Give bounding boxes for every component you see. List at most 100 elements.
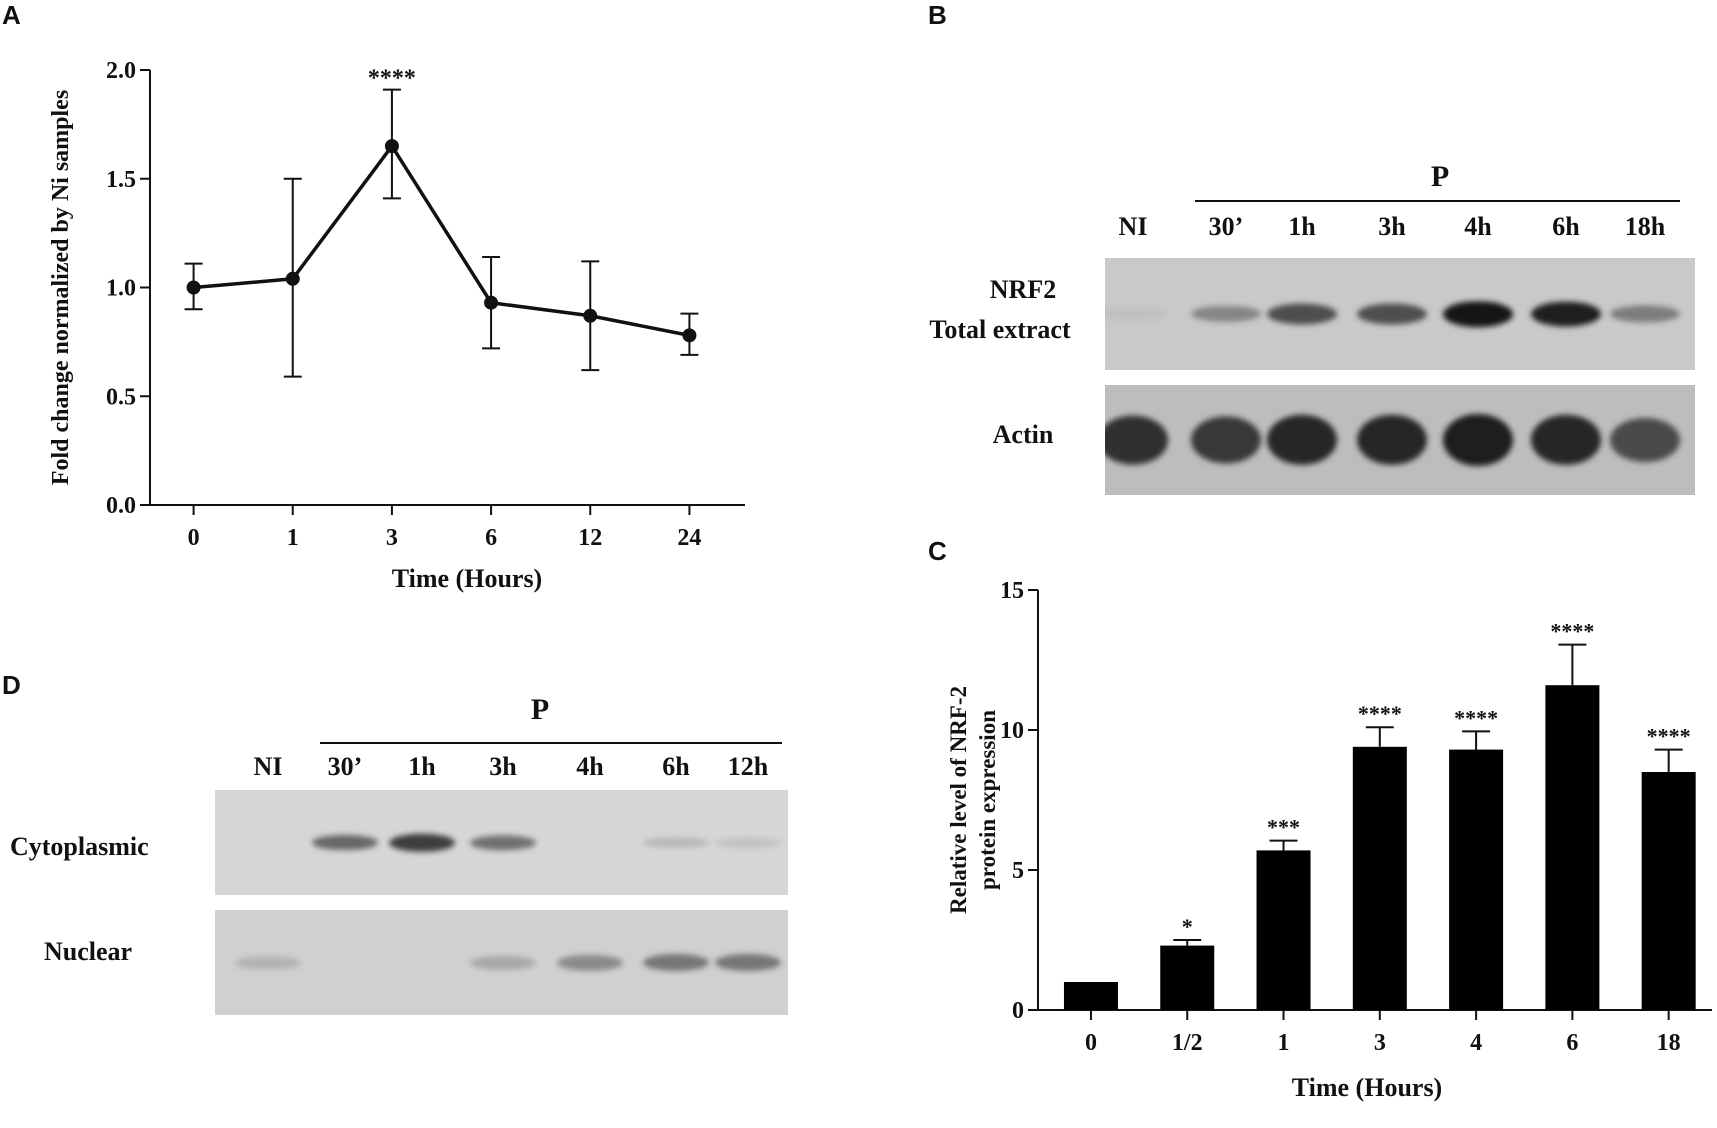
blot-band — [715, 953, 781, 972]
blot-band — [389, 957, 455, 968]
blot-d-group-label: P — [530, 693, 550, 726]
x-tick-label: 6 — [485, 525, 497, 551]
blot-band — [715, 837, 781, 848]
blot-band — [643, 837, 709, 848]
blot-band — [1191, 416, 1261, 464]
significance-label: **** — [1647, 724, 1691, 749]
bar — [1641, 772, 1696, 1010]
blot-band — [557, 954, 623, 971]
lane-label: 12h — [727, 752, 769, 781]
lane-label: 1h — [1288, 212, 1316, 241]
blot-b-group-line — [1195, 200, 1680, 202]
significance-label: **** — [368, 66, 416, 92]
panel-letter-c: C — [928, 536, 947, 566]
blot-band — [1267, 414, 1337, 466]
blot-band — [1357, 414, 1427, 466]
blot-band — [470, 955, 536, 970]
x-tick-label: 18 — [1657, 1030, 1681, 1056]
blot-band — [557, 838, 623, 847]
lane-label: 18h — [1624, 212, 1666, 241]
y-tick-label: 1.0 — [106, 276, 136, 302]
blot-band — [470, 834, 536, 851]
data-point — [682, 328, 697, 343]
blot-band — [1531, 301, 1601, 327]
blot-d-row-label-cytoplasmic: Cytoplasmic — [10, 832, 149, 861]
blot-b-row-label-nrf2: NRF2 — [989, 275, 1057, 304]
data-point — [384, 139, 399, 154]
y-tick-label: 0 — [1012, 998, 1024, 1024]
x-tick-label: 12 — [578, 525, 602, 551]
blot-b-group-label: P — [1430, 160, 1450, 193]
blot-band — [235, 955, 301, 970]
bar-chart-c: 0 5 10 15 0 1/2 1 3 4 6 18 Time (Hours) Relative lev… — [946, 578, 1712, 1102]
blot-band — [1443, 414, 1513, 466]
x-tick-label: 6 — [1566, 1030, 1578, 1056]
x-tick-label: 24 — [677, 525, 701, 551]
bar — [1352, 746, 1407, 1010]
blot-band — [643, 953, 709, 972]
y-tick-label: 15 — [1000, 578, 1024, 604]
significance-label: * — [1182, 914, 1193, 939]
x-tick-label: 1 — [1278, 1030, 1290, 1056]
y-axis-label: Fold change normalized by Ni samples — [48, 90, 74, 485]
blot-b-strip-nrf2 — [1105, 258, 1695, 370]
x-tick-label: 4 — [1470, 1030, 1482, 1056]
x-tick-label: 0 — [188, 525, 200, 551]
panel-letter-a: A — [2, 0, 21, 30]
y-tick-label: 0.0 — [106, 493, 136, 519]
data-point — [285, 271, 300, 286]
blot-band — [1105, 415, 1168, 465]
significance-label: *** — [1267, 815, 1300, 840]
lane-label: 3h — [1378, 212, 1406, 241]
blot-band — [312, 834, 378, 851]
blot-b-row-label-total-extract: Total extract — [929, 315, 1071, 344]
lane-label: 6h — [662, 752, 690, 781]
significance-label: **** — [1358, 701, 1402, 726]
blot-band — [389, 833, 455, 852]
blot-band — [1105, 308, 1168, 320]
y-tick-label: 5 — [1012, 858, 1024, 884]
lane-label: 1h — [408, 752, 436, 781]
data-point — [583, 308, 598, 323]
x-tick-label: 3 — [1374, 1030, 1386, 1056]
x-tick-label: 0 — [1085, 1030, 1097, 1056]
x-tick-label: 3 — [386, 525, 398, 551]
bar — [1160, 945, 1215, 1010]
lane-label: 4h — [576, 752, 604, 781]
series-line — [193, 143, 690, 338]
blot-d-strip-nuclear — [215, 910, 788, 1015]
blot-band — [1610, 418, 1680, 462]
lane-label: 30’ — [1208, 212, 1244, 241]
significance-label: **** — [1550, 619, 1594, 644]
line-chart-a: 0.0 0.5 1.0 1.5 2.0 0 1 3 6 12 24 Time (Hours) Fold … — [48, 58, 745, 593]
lane-label: 6h — [1552, 212, 1580, 241]
bar — [1256, 850, 1311, 1010]
y-tick-label: 2.0 — [106, 58, 136, 84]
y-axis-label-line2: protein expression — [975, 710, 1000, 890]
lane-label: NI — [253, 752, 283, 781]
blot-b-row-label-actin: Actin — [992, 420, 1054, 449]
x-axis-label: Time (Hours) — [392, 564, 542, 593]
lane-label: 30’ — [327, 752, 363, 781]
blot-band — [312, 957, 378, 968]
panel-letter-b: B — [928, 0, 947, 30]
blot-d-strip-cytoplasmic — [215, 790, 788, 895]
x-tick-label: 1/2 — [1172, 1030, 1203, 1056]
blot-b-strip-actin — [1105, 385, 1695, 495]
blot-band — [235, 838, 301, 847]
significance-label: **** — [1454, 705, 1498, 730]
blot-band — [1357, 303, 1427, 325]
x-axis-label: Time (Hours) — [1292, 1073, 1442, 1102]
lane-label: NI — [1118, 212, 1148, 241]
blot-d-row-label-nuclear: Nuclear — [44, 937, 133, 966]
blot-band — [1191, 305, 1261, 323]
bar — [1449, 749, 1504, 1010]
blot-band — [1443, 301, 1513, 327]
blot-band — [1267, 303, 1337, 325]
blot-band — [1531, 414, 1601, 466]
blot-band — [1610, 305, 1680, 323]
data-point — [186, 280, 201, 295]
y-tick-label: 1.5 — [106, 167, 136, 193]
x-tick-label: 1 — [287, 525, 299, 551]
data-point — [484, 295, 499, 310]
